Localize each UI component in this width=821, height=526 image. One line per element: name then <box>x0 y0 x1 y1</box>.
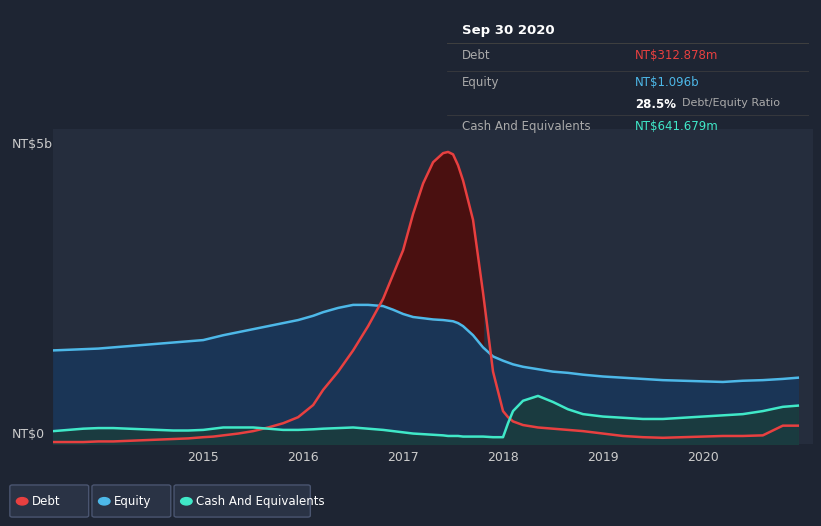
Text: NT$641.679m: NT$641.679m <box>635 120 719 133</box>
Text: Equity: Equity <box>114 495 152 508</box>
Text: Sep 30 2020: Sep 30 2020 <box>462 24 554 37</box>
Text: Debt: Debt <box>32 495 61 508</box>
Text: Equity: Equity <box>462 76 499 89</box>
Text: Cash And Equivalents: Cash And Equivalents <box>196 495 325 508</box>
Text: Cash And Equivalents: Cash And Equivalents <box>462 120 590 133</box>
Text: NT$1.096b: NT$1.096b <box>635 76 700 89</box>
Text: Debt: Debt <box>462 49 490 62</box>
Text: Debt/Equity Ratio: Debt/Equity Ratio <box>682 98 780 108</box>
Text: NT$5b: NT$5b <box>11 138 53 151</box>
Text: NT$0: NT$0 <box>11 428 44 441</box>
Text: 28.5%: 28.5% <box>635 98 677 111</box>
Text: NT$312.878m: NT$312.878m <box>635 49 718 62</box>
